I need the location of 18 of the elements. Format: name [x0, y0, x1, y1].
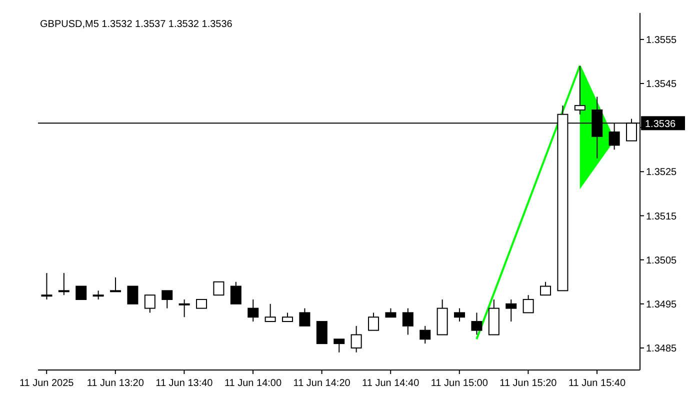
x-tick-label: 11 Jun 2025 [19, 378, 74, 389]
y-tick-label: 1.3505 [646, 255, 678, 266]
y-tick-label: 1.3515 [646, 211, 678, 222]
y-tick-label: 1.3495 [646, 299, 678, 310]
ref-line-label: 1.3536 [645, 119, 676, 130]
y-tick-label: 1.3485 [646, 344, 678, 355]
x-tick-label: 11 Jun 13:40 [156, 378, 214, 389]
x-tick-label: 11 Jun 14:40 [362, 378, 420, 389]
x-tick-label: 11 Jun 15:40 [568, 378, 626, 389]
text: GBPUSD,M5 1.3532 1.3537 1.3532 1.3536 [40, 19, 233, 30]
y-tick-label: 1.3525 [646, 167, 678, 178]
x-tick-label: 11 Jun 13:20 [86, 378, 144, 389]
y-tick-label: 1.3545 [646, 79, 678, 90]
x-tick-label: 11 Jun 14:20 [293, 378, 351, 389]
y-tick-label: 1.3555 [646, 34, 678, 46]
x-tick-label: 11 Jun 15:20 [500, 378, 558, 389]
x-tick-label: 11 Jun 15:00 [430, 378, 488, 389]
x-tick-label: 11 Jun 14:00 [224, 378, 282, 389]
